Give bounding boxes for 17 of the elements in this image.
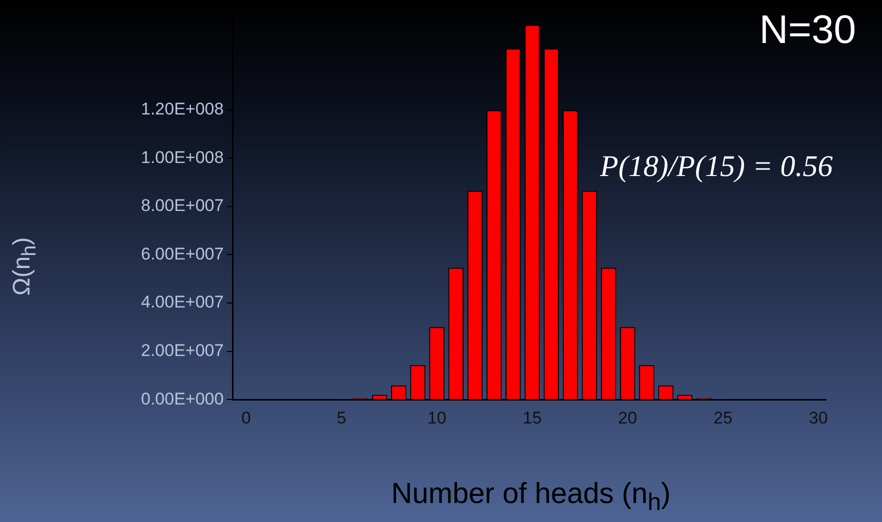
annotation: N=30	[759, 8, 856, 53]
x-axis-title: Number of heads (n$_{h}$)	[390, 478, 672, 517]
x-tick-label: 5	[336, 408, 346, 428]
x-tick-label: 0	[241, 408, 251, 428]
x-tick-label: 25	[714, 408, 732, 428]
y-tick-label: 8.00E+007	[141, 196, 224, 216]
x-tick-label: 10	[427, 408, 446, 428]
x-tick-label: 20	[618, 408, 638, 428]
annotation: P(18)/P(15) = 0.56	[600, 150, 833, 184]
y-tick-label: 4.00E+007	[141, 292, 224, 312]
y-tick-label: 1.00E+008	[141, 148, 224, 167]
y-tick-label: 0.00E+000	[141, 389, 224, 408]
y-tick-label: 2.00E+007	[141, 340, 224, 360]
x-tick-label: 30	[808, 408, 828, 428]
y-tick-label: 6.00E+007	[141, 244, 224, 264]
y-tick-label: 1.20E+008	[141, 99, 224, 118]
x-tick-label: 15	[522, 408, 542, 428]
